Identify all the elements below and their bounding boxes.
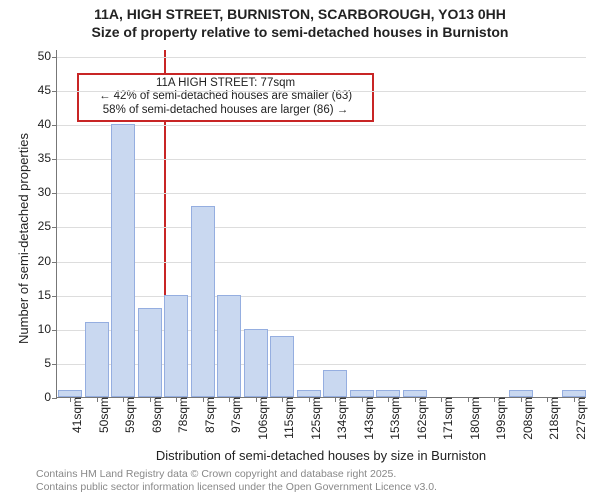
bar bbox=[191, 206, 215, 397]
bar bbox=[297, 390, 321, 397]
ytick-label: 35 bbox=[38, 151, 57, 165]
xtick-label: 87sqm bbox=[197, 397, 217, 433]
figure: 11A, HIGH STREET, BURNISTON, SCARBOROUGH… bbox=[0, 0, 600, 500]
gridline bbox=[57, 159, 586, 160]
xtick-label: 134sqm bbox=[329, 397, 349, 440]
title-line1: 11A, HIGH STREET, BURNISTON, SCARBOROUGH… bbox=[0, 6, 600, 24]
callout-box: 11A HIGH STREET: 77sqm ← 42% of semi-det… bbox=[77, 73, 374, 122]
ytick-label: 50 bbox=[38, 49, 57, 63]
xtick-label: 59sqm bbox=[117, 397, 137, 433]
xtick-label: 199sqm bbox=[488, 397, 508, 440]
footer: Contains HM Land Registry data © Crown c… bbox=[36, 468, 437, 494]
bar bbox=[350, 390, 374, 397]
xtick-label: 125sqm bbox=[303, 397, 323, 440]
gridline bbox=[57, 262, 586, 263]
ytick-label: 5 bbox=[44, 356, 57, 370]
title-block: 11A, HIGH STREET, BURNISTON, SCARBOROUGH… bbox=[0, 0, 600, 41]
gridline bbox=[57, 296, 586, 297]
xtick-label: 50sqm bbox=[91, 397, 111, 433]
gridline bbox=[57, 364, 586, 365]
gridline bbox=[57, 125, 586, 126]
xtick-label: 97sqm bbox=[223, 397, 243, 433]
bar bbox=[403, 390, 427, 397]
xtick-label: 153sqm bbox=[382, 397, 402, 440]
ytick-label: 0 bbox=[44, 390, 57, 404]
ytick-label: 20 bbox=[38, 254, 57, 268]
gridline bbox=[57, 57, 586, 58]
xtick-label: 227sqm bbox=[568, 397, 588, 440]
callout-header: 11A HIGH STREET: 77sqm bbox=[85, 77, 366, 91]
xtick-label: 115sqm bbox=[276, 397, 296, 439]
xtick-label: 41sqm bbox=[64, 397, 84, 433]
xtick-label: 143sqm bbox=[356, 397, 376, 440]
callout-line1: ← 42% of semi-detached houses are smalle… bbox=[85, 90, 366, 104]
xtick-label: 208sqm bbox=[515, 397, 535, 440]
ytick-label: 45 bbox=[38, 83, 57, 97]
ytick-label: 10 bbox=[38, 322, 57, 336]
bar bbox=[244, 329, 268, 397]
x-axis-label: Distribution of semi-detached houses by … bbox=[156, 448, 486, 463]
xtick-label: 180sqm bbox=[462, 397, 482, 440]
bar bbox=[270, 336, 294, 397]
bar bbox=[164, 295, 188, 397]
bar bbox=[138, 308, 162, 397]
gridline bbox=[57, 330, 586, 331]
ytick-label: 30 bbox=[38, 185, 57, 199]
xtick-label: 78sqm bbox=[170, 397, 190, 433]
xtick-label: 162sqm bbox=[409, 397, 429, 440]
bar bbox=[217, 295, 241, 397]
xtick-label: 106sqm bbox=[250, 397, 270, 440]
gridline bbox=[57, 91, 586, 92]
ytick-label: 40 bbox=[38, 117, 57, 131]
plot-area: 11A HIGH STREET: 77sqm ← 42% of semi-det… bbox=[56, 50, 586, 398]
footer-line2: Contains public sector information licen… bbox=[36, 481, 437, 494]
callout-line2: 58% of semi-detached houses are larger (… bbox=[85, 104, 366, 118]
bar bbox=[509, 390, 533, 397]
bar bbox=[376, 390, 400, 397]
bar bbox=[562, 390, 586, 397]
xtick-label: 171sqm bbox=[435, 397, 455, 440]
xtick-label: 218sqm bbox=[541, 397, 561, 440]
bar bbox=[111, 124, 135, 397]
ytick-label: 15 bbox=[38, 288, 57, 302]
gridline bbox=[57, 227, 586, 228]
bar bbox=[58, 390, 82, 397]
ytick-label: 25 bbox=[38, 219, 57, 233]
xtick-label: 69sqm bbox=[144, 397, 164, 433]
bar bbox=[85, 322, 109, 397]
gridline bbox=[57, 193, 586, 194]
bar bbox=[323, 370, 347, 397]
title-line2: Size of property relative to semi-detach… bbox=[0, 24, 600, 42]
footer-line1: Contains HM Land Registry data © Crown c… bbox=[36, 468, 437, 481]
y-axis-label: Number of semi-detached properties bbox=[16, 133, 31, 344]
